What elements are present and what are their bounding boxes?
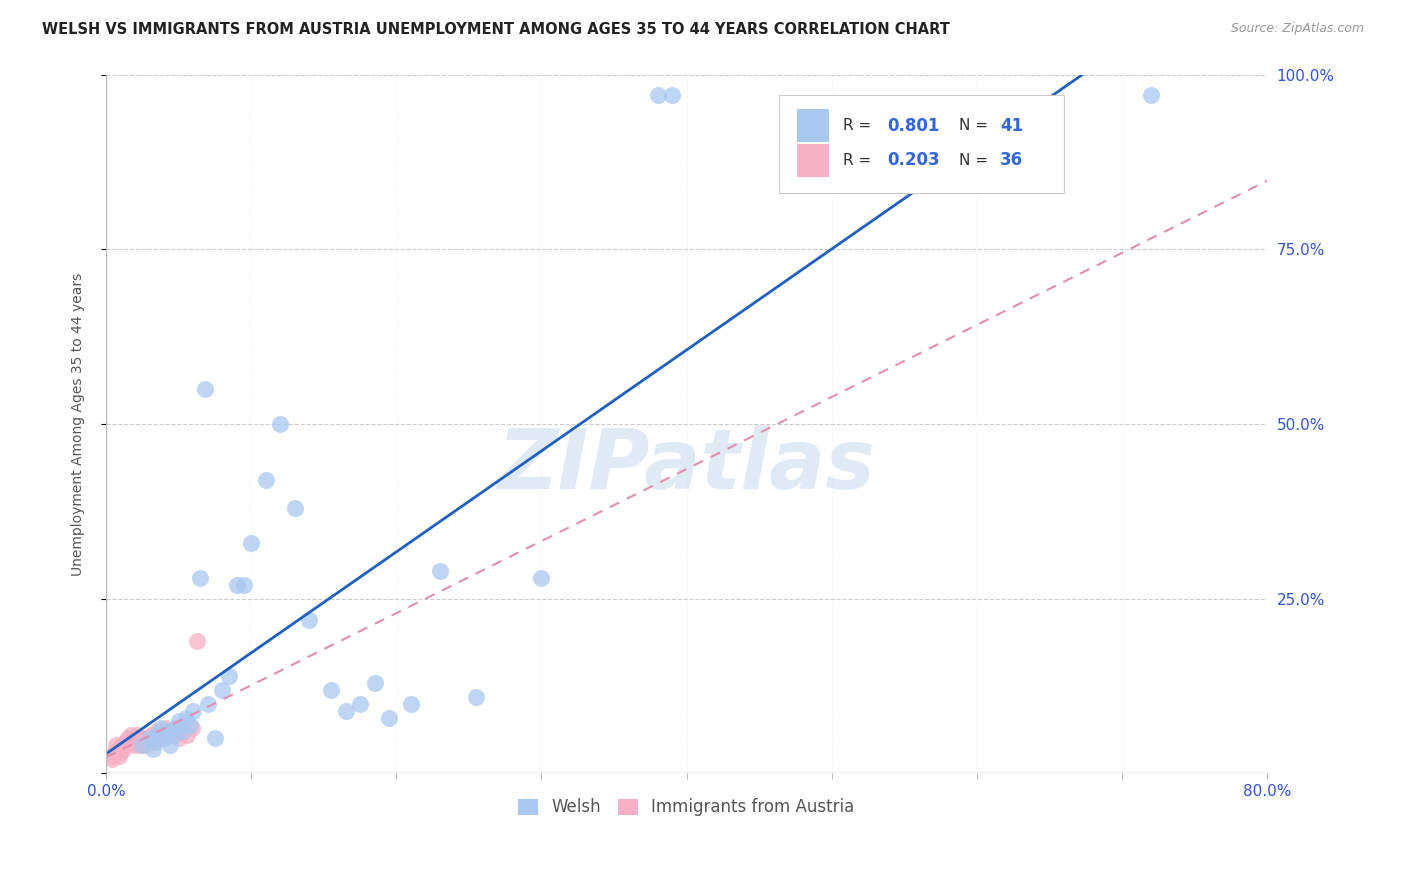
Point xyxy=(298,613,321,627)
Point xyxy=(429,564,451,578)
Point xyxy=(167,714,190,728)
Point xyxy=(105,739,128,753)
Point xyxy=(162,728,184,742)
Text: 0.203: 0.203 xyxy=(887,152,941,169)
Point xyxy=(115,739,138,753)
Point xyxy=(159,739,181,753)
Text: 0.801: 0.801 xyxy=(887,117,939,135)
Point xyxy=(138,731,160,746)
Text: N =: N = xyxy=(959,153,993,168)
Point xyxy=(165,721,187,735)
Point xyxy=(103,748,125,763)
Point xyxy=(163,728,186,742)
Point xyxy=(124,735,146,749)
Point xyxy=(136,735,159,749)
Point xyxy=(647,88,669,103)
Point xyxy=(134,739,156,753)
Point xyxy=(465,690,488,704)
Point xyxy=(186,633,208,648)
Point xyxy=(131,739,153,753)
Point xyxy=(204,731,226,746)
Point xyxy=(172,724,194,739)
Point xyxy=(180,721,202,735)
Point xyxy=(319,682,342,697)
Point xyxy=(111,739,134,753)
Point xyxy=(179,717,201,731)
Point xyxy=(114,735,136,749)
Bar xyxy=(797,144,830,178)
Point xyxy=(181,704,204,718)
Point xyxy=(232,578,254,592)
Point xyxy=(197,697,219,711)
Point xyxy=(153,731,176,746)
Point xyxy=(190,571,212,585)
Point xyxy=(530,571,553,585)
Point xyxy=(120,728,142,742)
Point xyxy=(167,731,190,746)
Point xyxy=(101,752,124,766)
Point xyxy=(112,742,135,756)
Point xyxy=(122,739,145,753)
Point xyxy=(152,728,174,742)
Point xyxy=(145,735,167,749)
Text: 41: 41 xyxy=(1000,117,1024,135)
Point xyxy=(170,724,193,739)
Point xyxy=(148,728,170,742)
Point xyxy=(363,675,385,690)
Point xyxy=(150,721,173,735)
Point xyxy=(107,742,129,756)
Point xyxy=(108,748,131,763)
Point xyxy=(378,710,401,724)
Text: R =: R = xyxy=(844,153,876,168)
Point xyxy=(218,668,240,682)
Text: WELSH VS IMMIGRANTS FROM AUSTRIA UNEMPLOYMENT AMONG AGES 35 TO 44 YEARS CORRELAT: WELSH VS IMMIGRANTS FROM AUSTRIA UNEMPLO… xyxy=(42,22,950,37)
Point xyxy=(1140,88,1163,103)
Y-axis label: Unemployment Among Ages 35 to 44 years: Unemployment Among Ages 35 to 44 years xyxy=(72,272,86,575)
Point xyxy=(149,731,172,746)
Legend: Welsh, Immigrants from Austria: Welsh, Immigrants from Austria xyxy=(510,789,863,824)
Point xyxy=(127,731,149,746)
Text: Source: ZipAtlas.com: Source: ZipAtlas.com xyxy=(1230,22,1364,36)
Point xyxy=(125,728,148,742)
Point xyxy=(254,473,277,487)
Point xyxy=(176,728,198,742)
Point xyxy=(128,739,150,753)
Text: N =: N = xyxy=(959,118,993,133)
Text: ZIPatlas: ZIPatlas xyxy=(498,425,876,507)
Text: 36: 36 xyxy=(1000,152,1024,169)
Text: R =: R = xyxy=(844,118,876,133)
Point xyxy=(349,697,371,711)
Point xyxy=(194,382,217,396)
Point xyxy=(240,536,263,550)
Point xyxy=(143,731,166,746)
Point xyxy=(335,704,357,718)
Point xyxy=(156,724,179,739)
FancyBboxPatch shape xyxy=(779,95,1064,194)
Point xyxy=(155,721,177,735)
Point xyxy=(211,682,233,697)
Bar xyxy=(797,109,830,143)
Point xyxy=(121,731,143,746)
Point xyxy=(141,742,163,756)
Point xyxy=(174,710,197,724)
Point xyxy=(104,746,127,760)
Point xyxy=(139,728,162,742)
Point xyxy=(131,731,153,746)
Point xyxy=(117,731,139,746)
Point xyxy=(284,500,307,515)
Point xyxy=(661,88,683,103)
Point xyxy=(399,697,422,711)
Point xyxy=(225,578,247,592)
Point xyxy=(269,417,291,431)
Point xyxy=(159,724,181,739)
Point xyxy=(110,746,132,760)
Point xyxy=(146,724,169,739)
Point xyxy=(118,735,141,749)
